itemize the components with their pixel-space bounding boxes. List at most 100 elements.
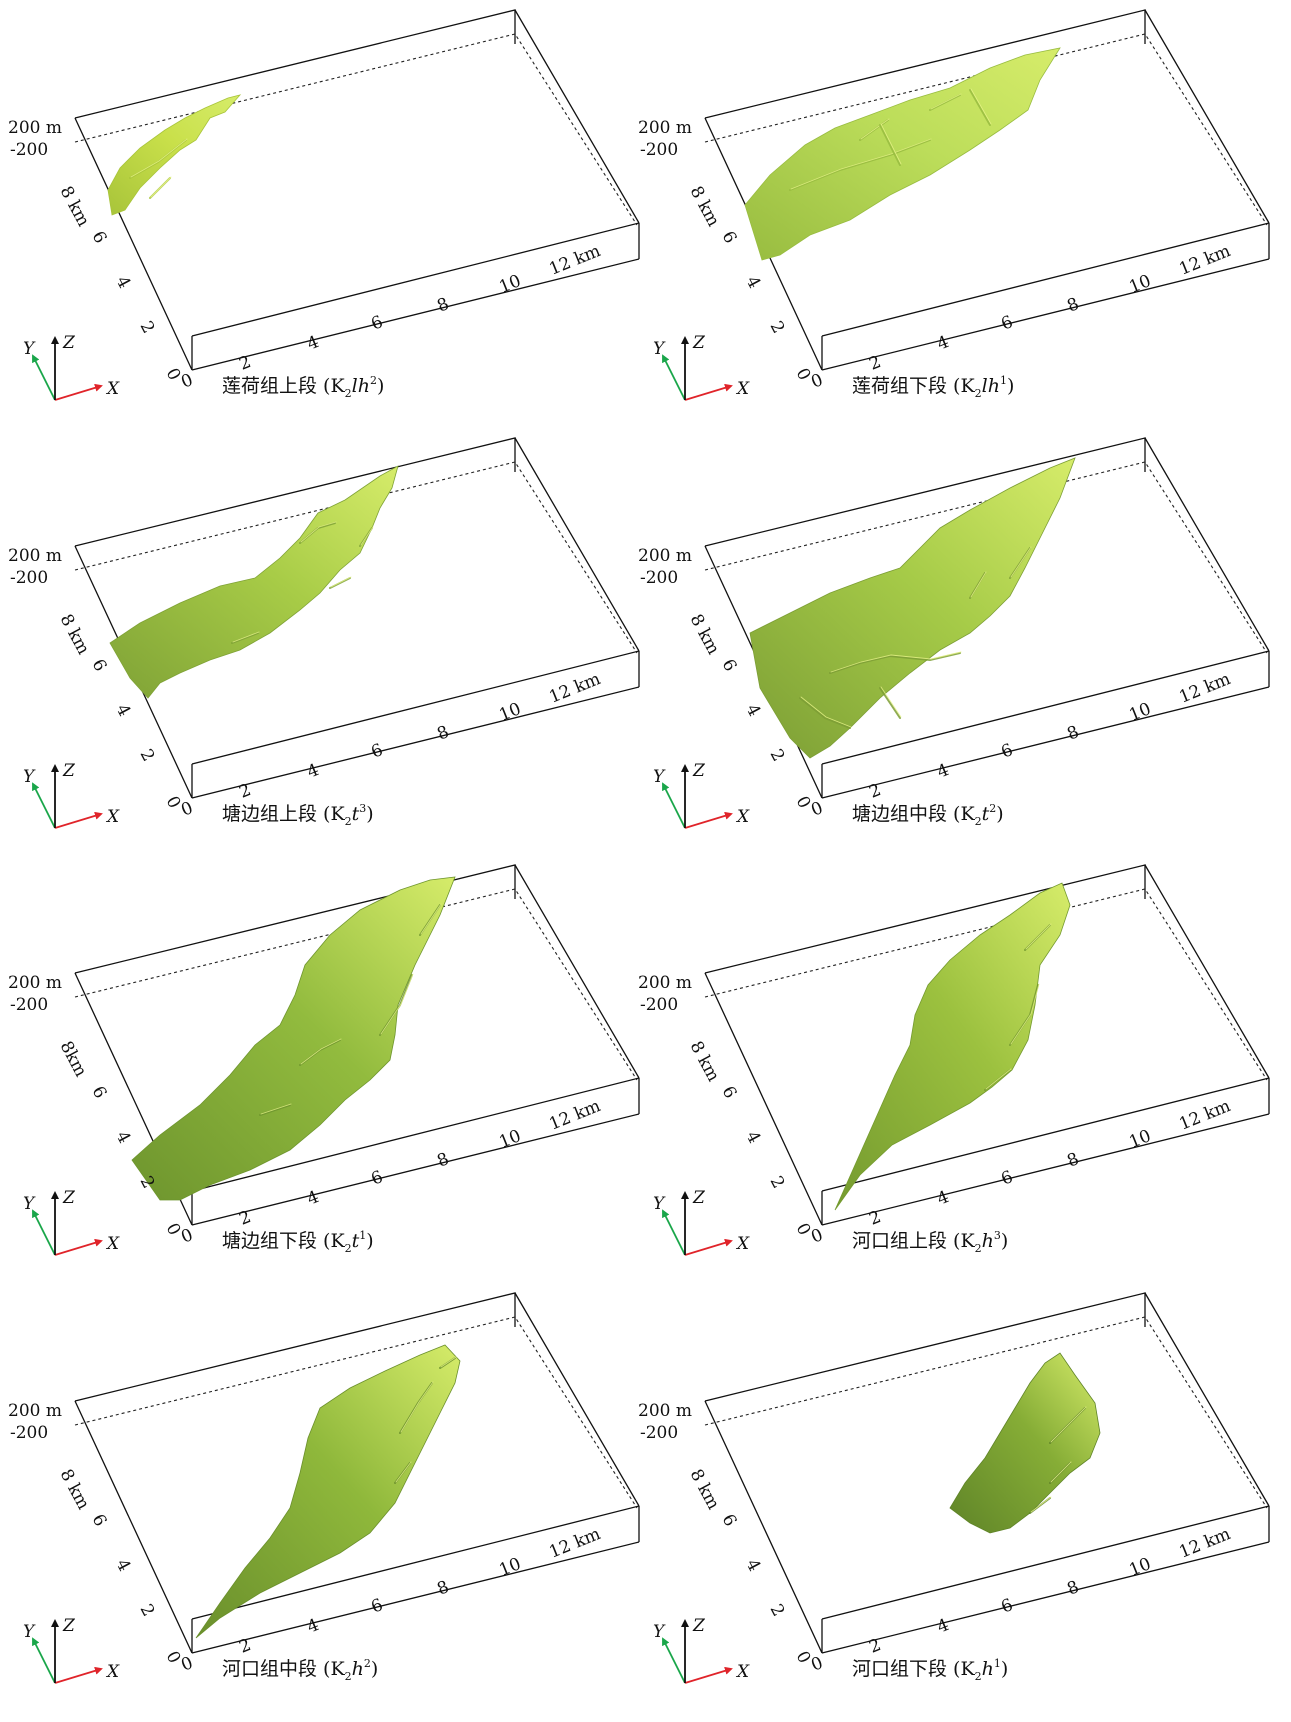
y-axis-label: Y <box>653 1194 666 1214</box>
box-right-edge <box>1144 864 1270 1079</box>
x-tick: 8 <box>434 1577 452 1600</box>
y-axis-label-8km: 8 km <box>686 1466 724 1513</box>
y-tick: 4 <box>112 1128 135 1147</box>
z-axis-label: Z <box>62 1188 76 1208</box>
panel-code-italic: h <box>352 1658 364 1680</box>
body-highlight <box>260 1103 292 1115</box>
x-tick: 6 <box>998 312 1016 335</box>
y-axis-label-8km: 8 km <box>686 611 724 658</box>
x-tick: 8 <box>434 1149 452 1172</box>
x-tick: 6 <box>368 312 386 335</box>
body-ridge <box>799 697 851 729</box>
body-highlight <box>395 1461 412 1483</box>
y-axis-label: Y <box>23 1622 36 1642</box>
geologic-body <box>109 465 399 699</box>
y-axis-arrow <box>32 354 56 401</box>
y-axis-arrow <box>32 1637 56 1684</box>
geologic-body <box>131 876 456 1201</box>
box-left-edge <box>74 1400 193 1654</box>
geologic-body <box>744 47 1061 261</box>
y-tick: 2 <box>766 1601 789 1620</box>
y-axis-label-8km: 8 km <box>56 611 94 658</box>
panel-code-K: K <box>960 375 975 397</box>
y-axis-label-8km: 8 km <box>56 1466 94 1513</box>
x-tick: 6 <box>998 740 1016 763</box>
x-tick: 8 <box>1064 1149 1082 1172</box>
z-axis-label: Z <box>62 761 76 781</box>
x-axis-label: X <box>105 1662 120 1682</box>
axis-triad: X Y Z <box>23 1188 120 1256</box>
body-ridge <box>879 687 901 719</box>
body-highlight <box>1050 1406 1087 1443</box>
box-bottom-edge <box>821 1541 1270 1654</box>
box-frame-hidden <box>75 10 637 372</box>
panel-code-sup: 2 <box>989 802 996 815</box>
y-tick: 2 <box>766 1173 789 1192</box>
y-tick: 2 <box>766 746 789 765</box>
panel-title-close: ) <box>377 375 384 397</box>
x-axis-label: X <box>735 379 750 399</box>
x-tick: 12 km <box>546 1096 603 1135</box>
z-label-200m: 200 m <box>8 118 62 138</box>
x-tick: 12 km <box>1176 1524 1233 1563</box>
body-highlight <box>300 521 337 543</box>
box-back-edge <box>704 864 1146 974</box>
y-axis-label-8km: 8 km <box>686 183 724 230</box>
y-axis-label: Y <box>653 339 666 359</box>
panel-code-sup: 3 <box>359 802 366 815</box>
y-axis-arrow <box>662 1209 686 1256</box>
panel-title-name: 塘边组下段 ( <box>222 1230 330 1252</box>
body-highlight <box>1010 546 1032 578</box>
panel-code-sub: 2 <box>345 815 352 828</box>
body-highlight <box>360 526 374 546</box>
y-tick: 2 <box>136 746 159 765</box>
panel-code-sup: 2 <box>370 374 377 387</box>
x-axis-arrow <box>54 383 103 401</box>
panel-title-name: 莲荷组上段 ( <box>222 375 330 397</box>
panel-code-sub: 2 <box>345 387 352 400</box>
x-tick: 8 <box>1064 1577 1082 1600</box>
panel-code-italic: t <box>352 1230 360 1252</box>
x-axis-arrow <box>684 1666 733 1684</box>
box-back-edge <box>704 437 1146 547</box>
panel-title-close: ) <box>1001 1658 1008 1680</box>
body-highlight <box>1025 923 1052 950</box>
body-highlight <box>1050 1461 1072 1483</box>
body-ridge <box>259 1104 291 1116</box>
axis-triad: X Y Z <box>23 333 120 401</box>
x-tick: 8 <box>1064 294 1082 317</box>
z-axis-label: Z <box>62 333 76 353</box>
panel-title-close: ) <box>371 1658 378 1680</box>
body-ridge <box>969 89 991 126</box>
panel-title-name: 河口组下段 ( <box>852 1658 960 1680</box>
x-tick: 4 <box>934 760 952 783</box>
panel-code-K: K <box>330 803 345 825</box>
x-tick: 0 <box>808 798 826 821</box>
box-bottom-edge <box>191 1541 640 1654</box>
x-tick: 0 <box>178 798 196 821</box>
box-right-edge <box>1144 9 1270 224</box>
x-tick: 12 km <box>546 241 603 280</box>
x-tick: 8 <box>434 722 452 745</box>
y-axis-label-8km: 8 km <box>686 1038 724 1085</box>
z-label-200m: 200 m <box>638 973 692 993</box>
box-front-top-edge <box>191 1077 640 1192</box>
body-highlight <box>150 176 172 198</box>
panel-code-italic: h <box>982 1658 994 1680</box>
box-dashed-plane <box>74 461 638 654</box>
y-tick: 6 <box>718 1083 741 1102</box>
panel-code-sub: 2 <box>975 1670 982 1683</box>
body-highlight <box>1010 983 1040 1045</box>
panel-title-close: ) <box>996 803 1003 825</box>
box-right-edge <box>514 864 640 1079</box>
x-axis-label: X <box>105 807 120 827</box>
geologic-body <box>834 882 1071 1211</box>
y-tick: 2 <box>136 318 159 337</box>
z-label-minus200: -200 <box>640 140 678 160</box>
y-axis-label: Y <box>653 1622 666 1642</box>
y-tick: 6 <box>88 656 111 675</box>
